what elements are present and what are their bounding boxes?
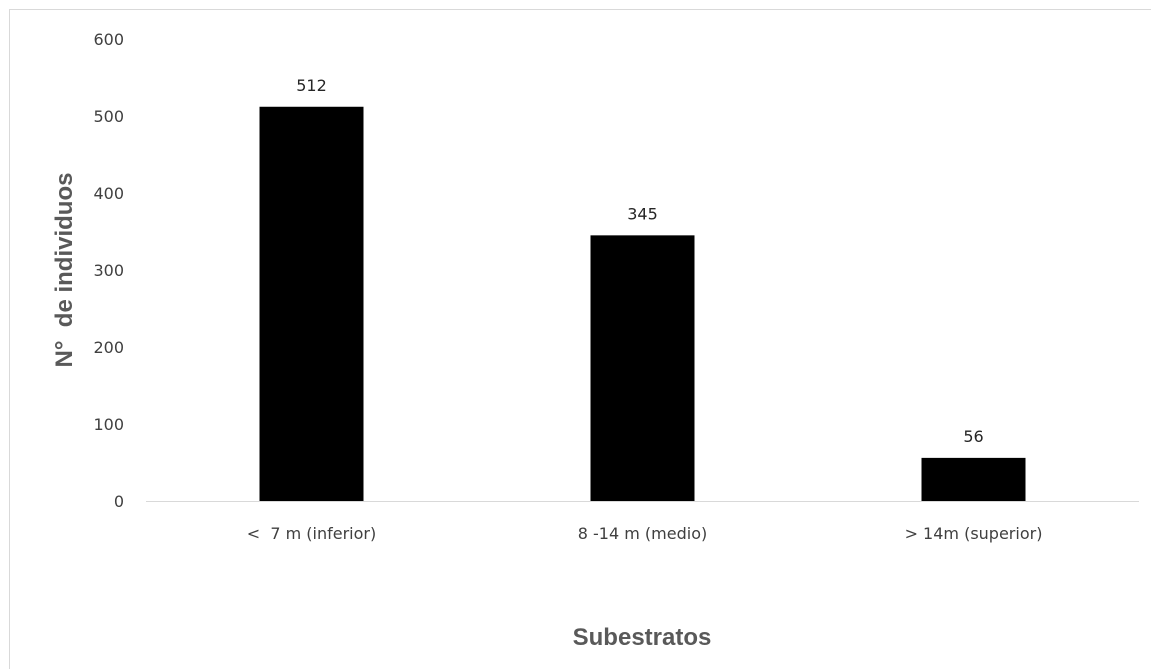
x-tick-label: 8 -14 m (medio) [578,524,707,543]
bar [590,235,695,501]
bar [921,457,1026,501]
y-tick-label: 100 [93,415,124,434]
x-axis-tick-labels: < 7 m (inferior) 8 -14 m (medio) > 14m (su… [247,524,1043,543]
y-tick-label: 400 [93,184,124,203]
data-label: 56 [963,427,983,446]
y-tick-label: 500 [93,107,124,126]
bar [259,106,364,501]
x-tick-label: > 14m (superior) [905,524,1043,543]
y-tick-label: 300 [93,261,124,280]
chart-area-border [9,9,1151,669]
x-tick-label: < 7 m (inferior) [247,524,376,543]
bars [259,106,1026,501]
y-tick-label: 600 [93,30,124,49]
y-tick-label: 0 [114,492,124,511]
y-tick-label: 200 [93,338,124,357]
y-axis-tick-labels: 0 100 200 300 400 500 600 [93,30,124,511]
y-axis-title: N° de individuos [51,173,78,368]
data-labels: 512 345 56 [296,76,983,446]
bar-chart: 0 100 200 300 400 500 600 512 345 56 < 7 m (infe… [51,30,1139,651]
data-label: 345 [627,204,658,223]
x-axis-title: Subestratos [573,624,712,651]
data-label: 512 [296,76,327,95]
